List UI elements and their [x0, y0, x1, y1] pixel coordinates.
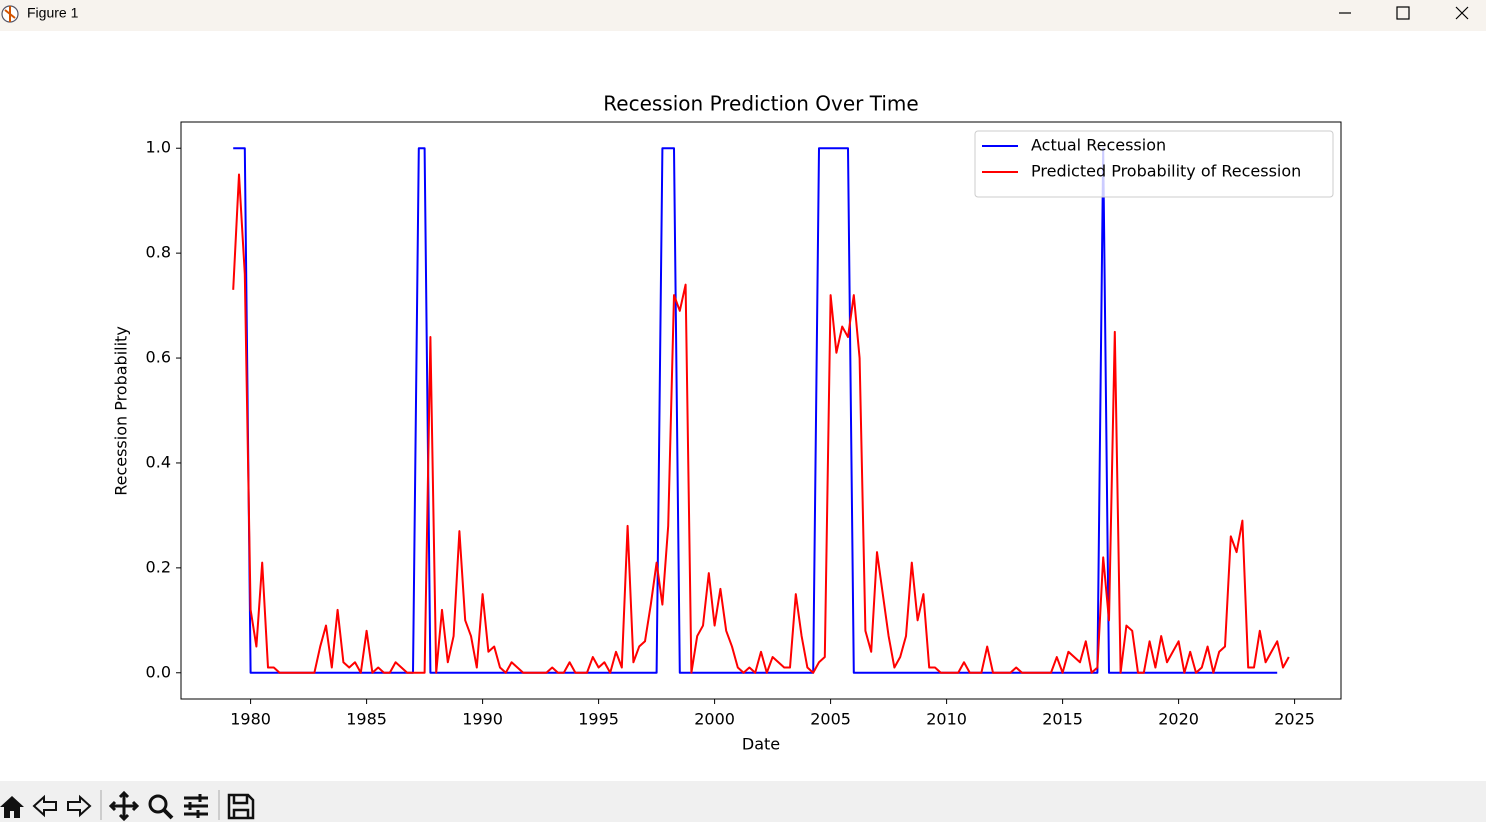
x-tick-label: 2005 [810, 710, 851, 729]
x-tick-label: 2025 [1274, 710, 1315, 729]
x-tick-label: 2015 [1042, 710, 1083, 729]
y-tick-label: 0.4 [146, 452, 171, 471]
y-tick-label: 0.8 [146, 243, 171, 262]
y-tick-label: 0.0 [146, 662, 171, 681]
x-tick-label: 1995 [578, 710, 619, 729]
x-tick-label: 1980 [230, 710, 271, 729]
maximize-button[interactable] [1396, 6, 1410, 20]
forward-button[interactable] [67, 794, 92, 818]
plot-area: 1980 1985 1990 1995 2000 2005 2010 2015 2020 2025… [146, 121, 1342, 729]
x-tick-label: 2000 [694, 710, 735, 729]
legend-box [974, 130, 1334, 198]
toolbar [0, 781, 1486, 822]
app-icon [1, 5, 19, 23]
home-button[interactable] [0, 796, 24, 818]
y-tick-label: 0.2 [146, 557, 171, 576]
pan-button[interactable] [108, 790, 140, 822]
title-bar [0, 0, 1486, 31]
series-line [233, 147, 1278, 674]
legend-label: Actual Recession [1031, 136, 1166, 155]
x-axis-label: Date [742, 735, 780, 754]
x-tick-label: 2010 [926, 710, 967, 729]
y-tick-label: 1.0 [146, 138, 171, 157]
x-tick-label: 1985 [346, 710, 387, 729]
x-tick-label: 1990 [462, 710, 503, 729]
legend-label: Predicted Probability of Recession [1031, 162, 1301, 181]
window-title: Figure 1 [27, 5, 79, 21]
configure-button[interactable] [184, 794, 208, 818]
close-button[interactable] [1455, 6, 1469, 20]
zoom-button[interactable] [148, 794, 174, 820]
x-tick-label: 2020 [1158, 710, 1199, 729]
series-line [232, 173, 1290, 674]
y-axis-label: Recession Probability [112, 326, 131, 496]
back-button[interactable] [32, 794, 57, 818]
save-button[interactable] [227, 793, 255, 820]
y-tick-label: 0.6 [146, 348, 171, 367]
chart-title: Recession Prediction Over Time [603, 92, 918, 116]
axes-frame [180, 121, 1342, 700]
